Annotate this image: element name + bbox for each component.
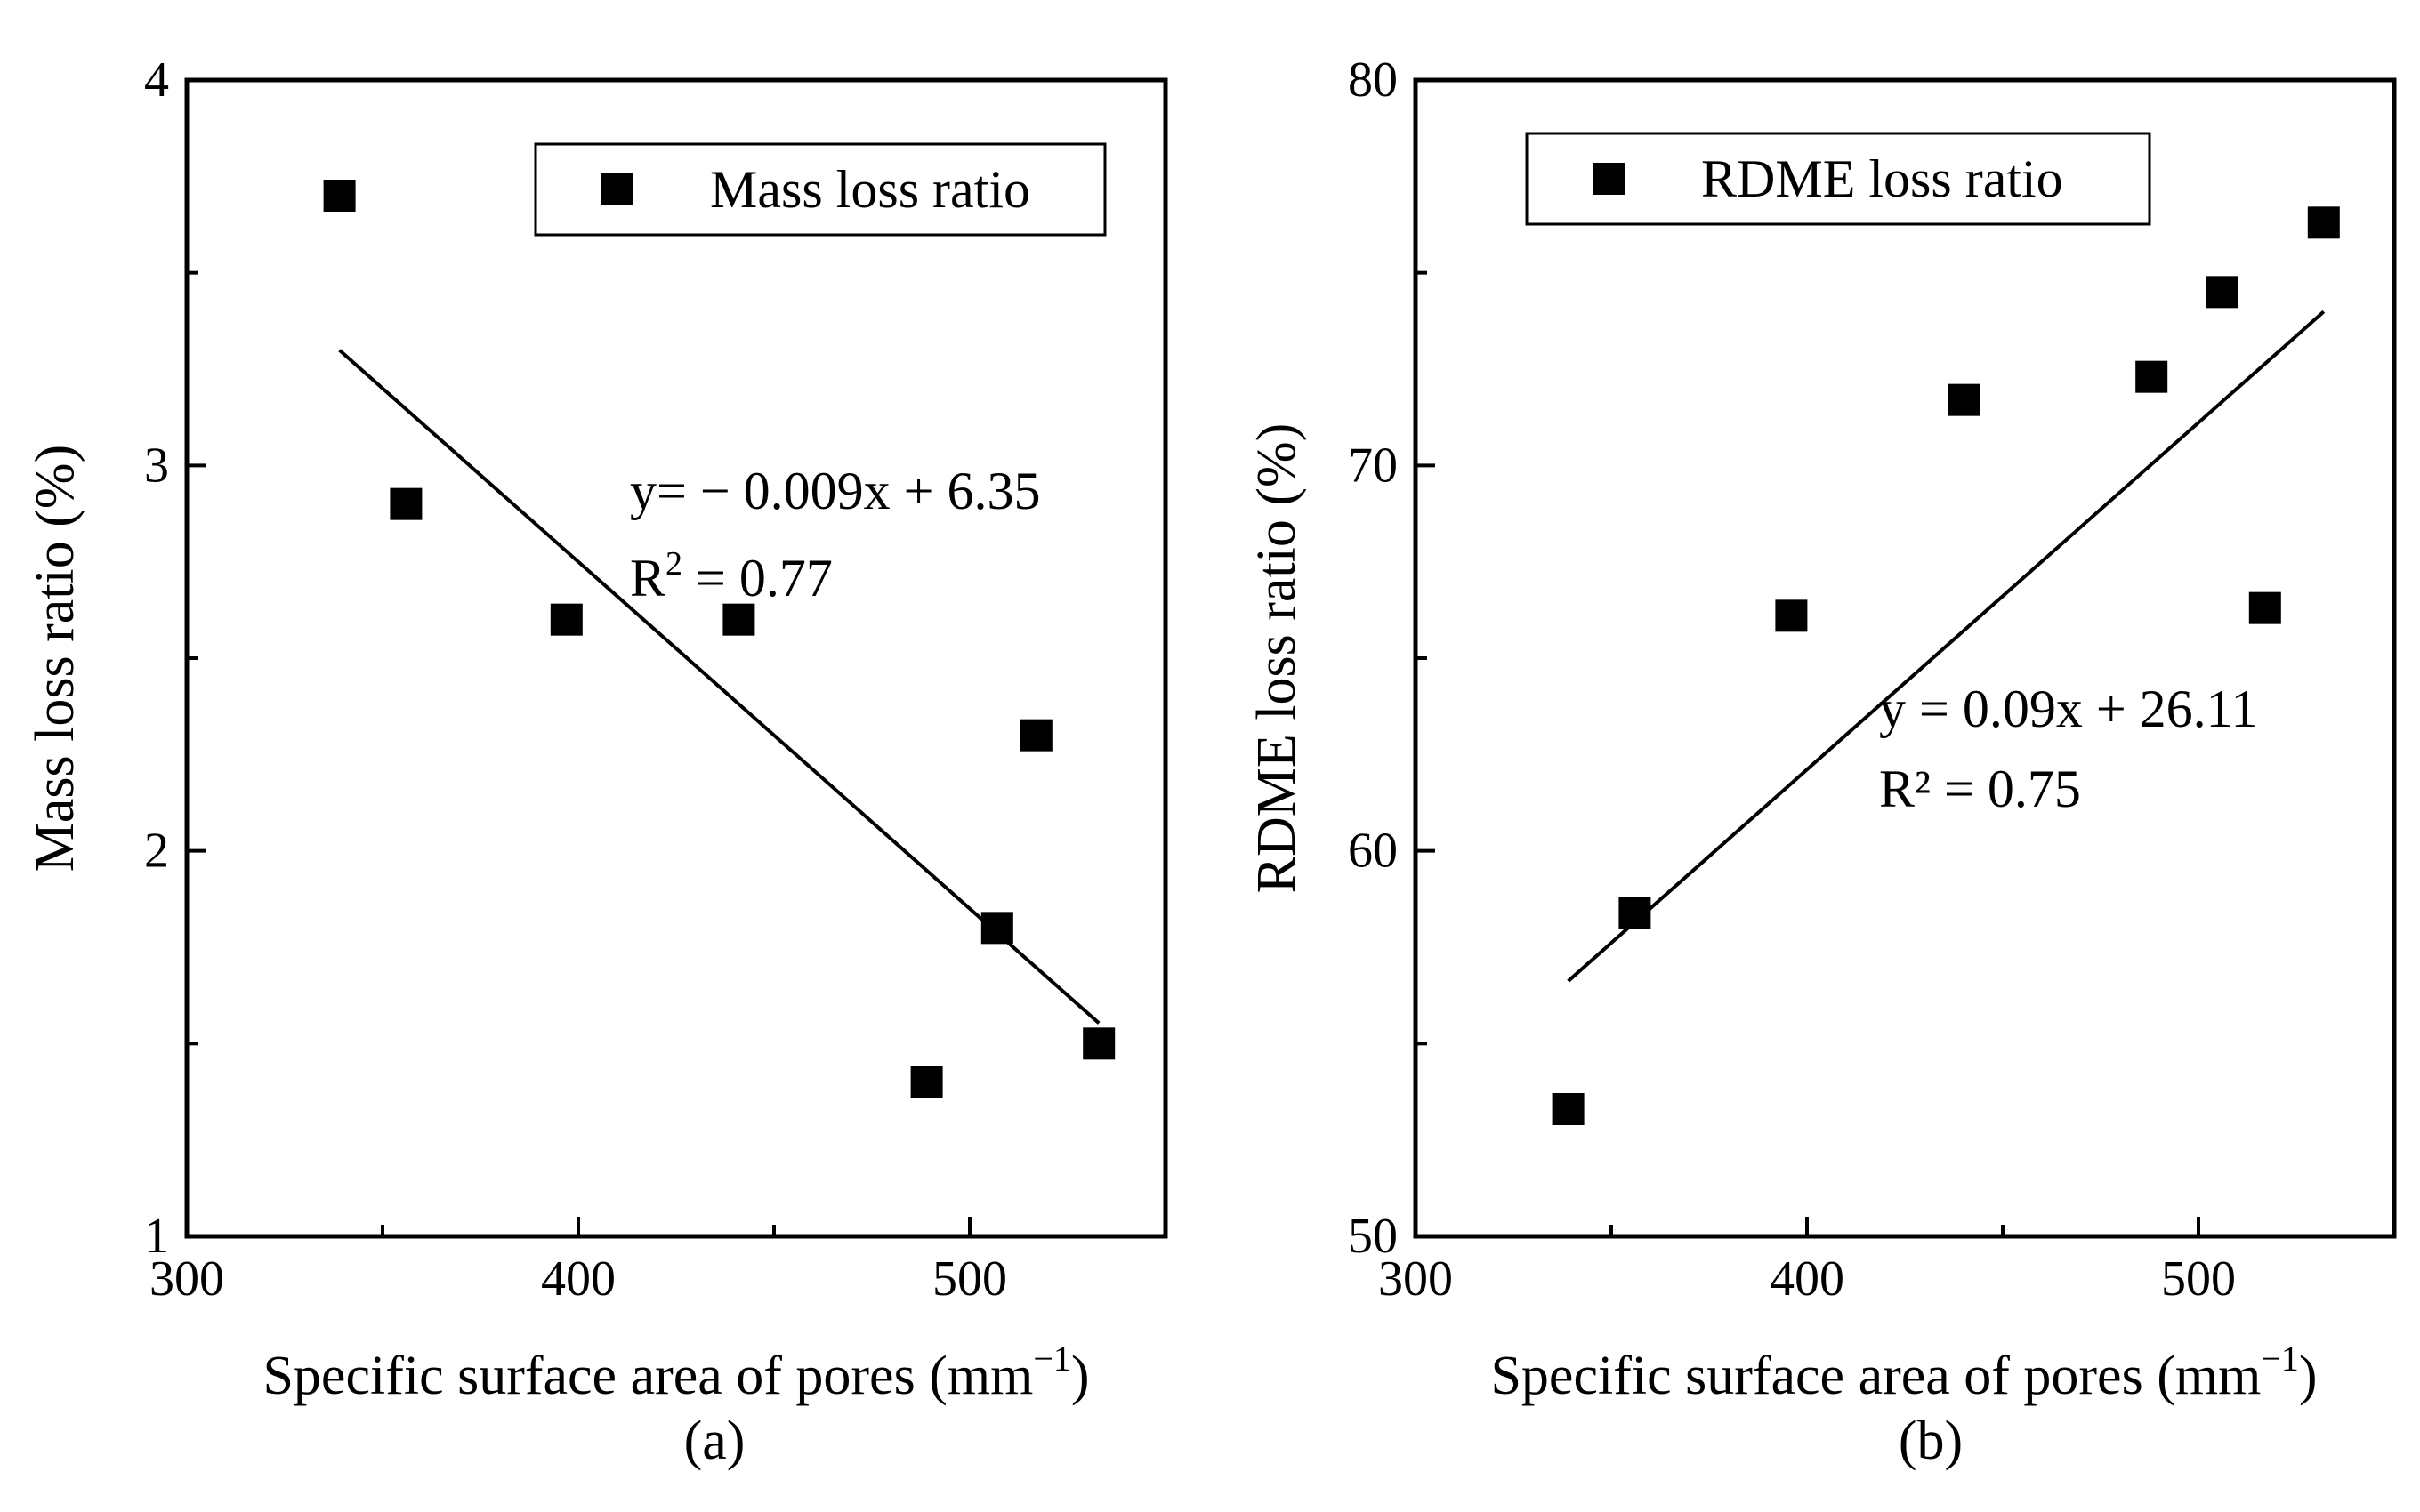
data-point bbox=[323, 180, 356, 212]
panel-a-r2-value: = 0.77 bbox=[682, 549, 833, 607]
panel-b-x-axis-title: Specific surface area of pores (mm−1) bbox=[1490, 1339, 2317, 1406]
x-tick-label-300: 300 bbox=[1378, 1251, 1453, 1307]
panel-a-fit-line bbox=[338, 349, 1101, 1025]
panel-b-points bbox=[1552, 206, 2340, 1125]
panel-a-mass-loss: 300 400 500 1 2 3 4 Mass loss ratio y= − 0.009… bbox=[25, 52, 1168, 1471]
panel-a-legend: Mass loss ratio bbox=[534, 142, 1107, 237]
data-point bbox=[2135, 360, 2168, 393]
y-tick-label-50: 50 bbox=[1348, 1209, 1398, 1264]
panel-b-plot-frame bbox=[1413, 77, 2397, 1239]
panel-a-ticks: 300 400 500 1 2 3 4 bbox=[144, 52, 1167, 1307]
y-tick-label-2: 2 bbox=[144, 824, 169, 879]
panel-a-points bbox=[323, 180, 1116, 1098]
panel-b-xlabel-sup: −1 bbox=[2261, 1339, 2299, 1379]
y-tick-label-70: 70 bbox=[1348, 438, 1398, 493]
panel-b-ticks: 300 400 500 50 60 70 80 bbox=[1348, 52, 2396, 1307]
data-point bbox=[1020, 719, 1053, 752]
panel-a-xlabel-sup: −1 bbox=[1033, 1339, 1071, 1379]
panel-b-xlabel-main: Specific surface area of pores (mm bbox=[1490, 1346, 2261, 1406]
x-tick-label-400: 400 bbox=[1770, 1251, 1844, 1307]
panel-b-fit-group bbox=[1567, 310, 2326, 983]
panel-a-xlabel-main: Specific surface area of pores (mm bbox=[262, 1346, 1033, 1406]
panel-a-legend-label: Mass loss ratio bbox=[710, 160, 1030, 219]
x-tick-label-300: 300 bbox=[149, 1251, 224, 1307]
panel-a-label: (a) bbox=[684, 1411, 746, 1471]
panel-b-legend-label: RDME loss ratio bbox=[1701, 149, 2063, 208]
data-point bbox=[2206, 276, 2238, 309]
data-point bbox=[550, 603, 583, 636]
panel-a-r2-sup: 2 bbox=[666, 545, 682, 583]
data-point bbox=[1618, 897, 1651, 929]
panel-b-r-squared: R² = 0.75 bbox=[1879, 760, 2081, 818]
y-tick-label-60: 60 bbox=[1348, 824, 1398, 879]
data-point bbox=[980, 912, 1013, 945]
panel-b-label: (b) bbox=[1899, 1411, 1963, 1471]
panel-b-legend-marker bbox=[1593, 163, 1625, 195]
panel-b-legend-box bbox=[1525, 132, 2151, 226]
x-tick-label-500: 500 bbox=[2161, 1251, 2236, 1307]
y-tick-label-1: 1 bbox=[144, 1209, 169, 1264]
data-point bbox=[1083, 1027, 1116, 1060]
panel-a-fit-equation: y= − 0.009x + 6.35 bbox=[630, 462, 1041, 520]
data-point bbox=[722, 603, 755, 636]
data-point bbox=[390, 487, 423, 520]
panel-a-y-axis-title: Mass loss ratio (%) bbox=[25, 445, 85, 872]
data-point bbox=[1775, 599, 1808, 632]
data-point bbox=[2248, 591, 2281, 624]
panel-b-xlabel-end: ) bbox=[2299, 1346, 2318, 1406]
panel-a-xlabel-end: ) bbox=[1071, 1346, 1090, 1406]
y-tick-label-80: 80 bbox=[1348, 52, 1398, 108]
data-point bbox=[1552, 1093, 1585, 1125]
panel-a-x-axis-title: Specific surface area of pores (mm−1) bbox=[262, 1339, 1089, 1406]
panel-a-r-squared: R2 = 0.77 bbox=[630, 545, 833, 607]
panel-b-legend: RDME loss ratio bbox=[1525, 132, 2151, 226]
x-tick-label-500: 500 bbox=[932, 1251, 1007, 1307]
data-point bbox=[1948, 383, 1980, 416]
data-point bbox=[910, 1066, 943, 1098]
panel-a-fit-group bbox=[338, 349, 1101, 1025]
x-tick-label-400: 400 bbox=[541, 1251, 616, 1307]
panel-b-fit-line bbox=[1567, 310, 2326, 983]
y-tick-label-3: 3 bbox=[144, 438, 169, 493]
y-tick-label-4: 4 bbox=[144, 52, 169, 108]
data-point bbox=[2307, 206, 2340, 239]
panel-b-y-axis-title: RDME loss ratio (%) bbox=[1246, 423, 1307, 894]
panel-a-plot-frame bbox=[184, 77, 1168, 1239]
panel-a-legend-marker bbox=[601, 173, 633, 205]
panel-a-r2-prefix: R bbox=[630, 549, 666, 607]
panel-b-fit-equation: y = 0.09x + 26.11 bbox=[1879, 680, 2257, 738]
panel-b-rdme-loss: 300 400 500 50 60 70 80 RDME loss ratio y = 0.… bbox=[1246, 52, 2397, 1471]
